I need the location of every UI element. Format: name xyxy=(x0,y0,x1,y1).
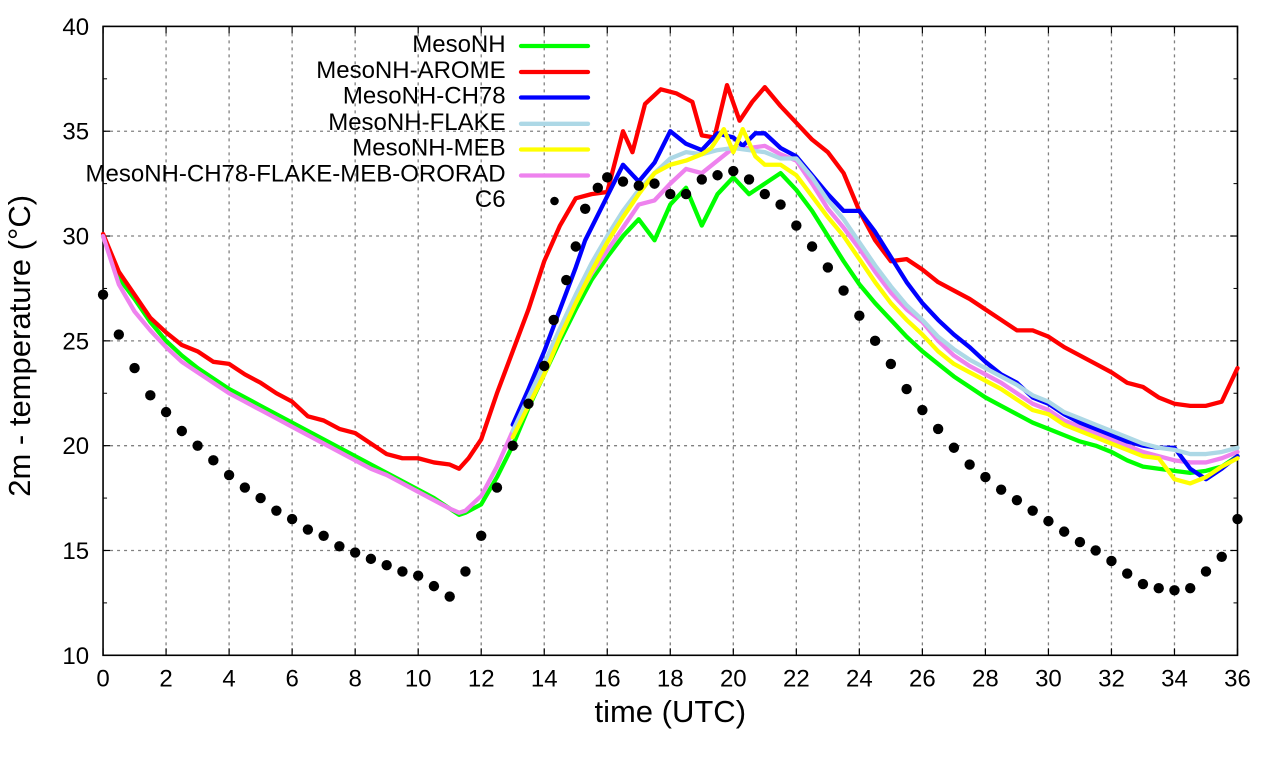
svg-text:18: 18 xyxy=(657,665,684,692)
svg-text:time (UTC): time (UTC) xyxy=(594,694,746,729)
svg-text:0: 0 xyxy=(96,665,109,692)
svg-text:10: 10 xyxy=(62,643,89,670)
svg-text:20: 20 xyxy=(62,433,89,460)
svg-text:16: 16 xyxy=(594,665,621,692)
svg-text:8: 8 xyxy=(348,665,361,692)
svg-text:15: 15 xyxy=(62,538,89,565)
svg-text:24: 24 xyxy=(846,665,873,692)
svg-text:22: 22 xyxy=(783,665,810,692)
svg-text:2: 2 xyxy=(159,665,172,692)
svg-text:14: 14 xyxy=(531,665,558,692)
svg-text:35: 35 xyxy=(62,119,89,146)
svg-text:12: 12 xyxy=(468,665,495,692)
svg-text:6: 6 xyxy=(285,665,298,692)
svg-text:10: 10 xyxy=(405,665,432,692)
svg-text:25: 25 xyxy=(62,328,89,355)
svg-text:40: 40 xyxy=(62,14,89,41)
svg-text:20: 20 xyxy=(720,665,747,692)
svg-text:30: 30 xyxy=(62,224,89,251)
svg-text:2m - temperature (°C): 2m - temperature (°C) xyxy=(2,195,37,497)
svg-text:MesoNH-CH78: MesoNH-CH78 xyxy=(343,83,506,110)
svg-text:36: 36 xyxy=(1224,665,1251,692)
svg-text:26: 26 xyxy=(909,665,936,692)
svg-text:MesoNH-CH78-FLAKE-MEB-ORORAD: MesoNH-CH78-FLAKE-MEB-ORORAD xyxy=(86,161,506,188)
svg-text:MesoNH-MEB: MesoNH-MEB xyxy=(352,135,505,162)
svg-text:4: 4 xyxy=(222,665,235,692)
svg-text:34: 34 xyxy=(1161,665,1188,692)
svg-text:C6: C6 xyxy=(475,186,506,213)
svg-text:MesoNH-AROME: MesoNH-AROME xyxy=(316,57,505,84)
svg-text:30: 30 xyxy=(1035,665,1062,692)
svg-text:28: 28 xyxy=(972,665,999,692)
svg-text:MesoNH: MesoNH xyxy=(412,31,505,58)
svg-text:32: 32 xyxy=(1098,665,1125,692)
svg-text:MesoNH-FLAKE: MesoNH-FLAKE xyxy=(328,109,505,136)
